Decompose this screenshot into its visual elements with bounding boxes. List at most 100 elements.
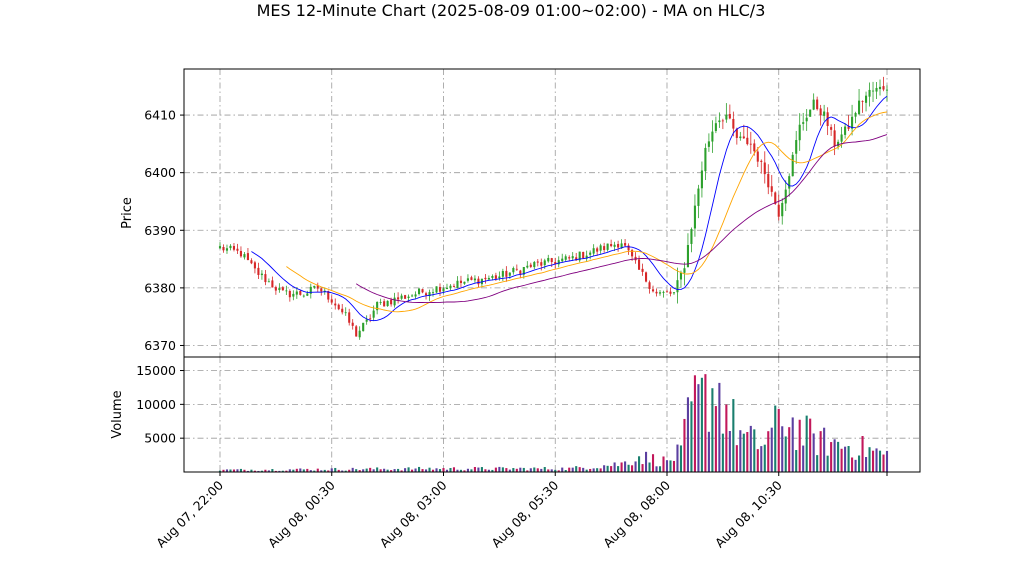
candle-body bbox=[714, 123, 717, 132]
volume-bar bbox=[847, 446, 850, 472]
candle-body bbox=[540, 262, 543, 266]
candle-body bbox=[229, 245, 232, 249]
candle-body bbox=[285, 290, 288, 292]
volume-bar bbox=[774, 405, 777, 472]
candle-body bbox=[568, 257, 571, 259]
volume-bar bbox=[456, 469, 459, 472]
volume-bar bbox=[557, 470, 560, 472]
candle-body bbox=[379, 302, 382, 303]
candle-body bbox=[585, 255, 588, 259]
candle-body bbox=[711, 131, 714, 142]
candle-body bbox=[777, 204, 780, 217]
candle-body bbox=[369, 318, 372, 320]
candle-body bbox=[459, 280, 463, 284]
volume-bar bbox=[564, 470, 567, 472]
volume-bar bbox=[536, 468, 539, 472]
candle-body bbox=[267, 281, 270, 283]
candle-body bbox=[631, 250, 634, 257]
candle-body bbox=[536, 261, 539, 263]
candle-body bbox=[638, 259, 641, 270]
volume-bar bbox=[749, 425, 752, 472]
volume-bar bbox=[627, 464, 630, 472]
volume-bar bbox=[477, 467, 480, 472]
volume-bar bbox=[379, 469, 382, 472]
volume-bar bbox=[369, 467, 372, 472]
candle-body bbox=[473, 278, 476, 281]
volume-bar bbox=[693, 375, 696, 472]
candle-body bbox=[278, 288, 281, 291]
candle-body bbox=[707, 141, 710, 147]
candle-body bbox=[477, 278, 480, 285]
candle-body bbox=[686, 244, 689, 268]
candle-body bbox=[774, 192, 777, 204]
volume-bar bbox=[603, 465, 606, 472]
candle-body bbox=[676, 280, 679, 293]
volume-bar bbox=[868, 447, 871, 472]
volume-bar bbox=[484, 469, 487, 472]
candle-body bbox=[302, 295, 305, 297]
x-tick-label: Aug 07, 22:00 bbox=[153, 477, 226, 550]
volume-bar bbox=[540, 468, 543, 472]
volume-bar bbox=[260, 470, 263, 472]
volume-bar bbox=[431, 469, 435, 472]
volume-bar bbox=[257, 470, 260, 472]
volume-bar bbox=[487, 469, 490, 472]
candle-body bbox=[431, 292, 435, 294]
candle-body bbox=[589, 252, 592, 255]
volume-bar bbox=[662, 456, 665, 472]
volume-bar bbox=[386, 469, 389, 472]
volume-bar bbox=[683, 418, 686, 472]
candle-body bbox=[487, 277, 490, 280]
volume-bar bbox=[473, 466, 476, 472]
candle-body bbox=[306, 293, 309, 296]
volume-bar bbox=[355, 469, 358, 472]
candle-body bbox=[351, 322, 354, 326]
candle-body bbox=[313, 285, 316, 288]
x-tick-label: Aug 08, 05:30 bbox=[488, 477, 561, 550]
volume-bar bbox=[718, 382, 721, 472]
volume-bar bbox=[480, 467, 483, 472]
volume-bar bbox=[376, 467, 379, 472]
volume-bar bbox=[418, 466, 421, 472]
candle-body bbox=[456, 280, 459, 288]
volume-bar bbox=[512, 468, 515, 472]
volume-bar bbox=[225, 469, 229, 472]
volume-bar bbox=[830, 442, 833, 472]
volume-bar bbox=[651, 454, 655, 472]
candle-body bbox=[526, 265, 529, 268]
volume-bar bbox=[631, 465, 634, 472]
volume-bar bbox=[372, 469, 375, 472]
x-tick-label: Aug 08, 10:30 bbox=[712, 477, 785, 550]
candle-body bbox=[627, 245, 630, 251]
volume-bar bbox=[449, 468, 452, 472]
volume-bar bbox=[585, 469, 588, 472]
candle-body bbox=[372, 310, 375, 318]
volume-bar bbox=[250, 469, 253, 472]
candle-body bbox=[596, 248, 599, 252]
price-panel: 6370 6380 6390 6400 6410 Price bbox=[120, 68, 921, 358]
volume-bar bbox=[407, 467, 410, 472]
candle-body bbox=[704, 147, 707, 172]
volume-bar bbox=[826, 455, 829, 472]
candle-body bbox=[868, 89, 871, 97]
volume-bar bbox=[508, 469, 511, 472]
volume-bar bbox=[700, 377, 703, 472]
candle-body bbox=[445, 287, 449, 290]
candle-body bbox=[624, 243, 627, 246]
candle-body bbox=[355, 326, 358, 337]
volume-panel: 5000 10000 15000 Volume bbox=[110, 356, 921, 473]
candle-body bbox=[236, 248, 239, 251]
volume-ytick-label: 10000 bbox=[136, 397, 176, 412]
candle-body bbox=[644, 272, 648, 282]
volume-bar bbox=[760, 446, 763, 472]
volume-bar bbox=[463, 470, 466, 472]
candle-body bbox=[603, 246, 606, 251]
volume-bar bbox=[788, 427, 791, 472]
price-ytick-label: 6410 bbox=[144, 108, 176, 123]
candle-body bbox=[606, 243, 609, 250]
volume-bar bbox=[592, 468, 595, 472]
volume-bar bbox=[791, 417, 794, 472]
volume-bar bbox=[435, 468, 438, 472]
volume-bar bbox=[438, 469, 442, 472]
candle-body bbox=[746, 137, 749, 145]
